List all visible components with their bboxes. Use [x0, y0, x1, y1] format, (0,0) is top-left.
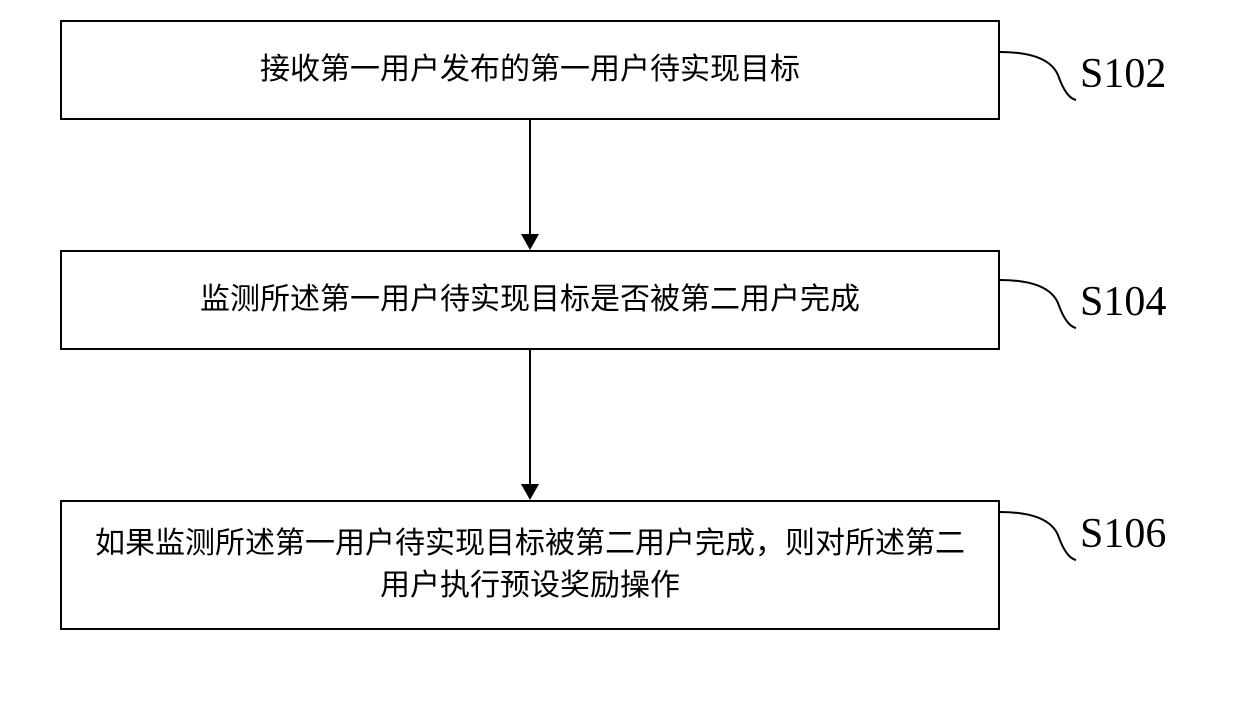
arrow-head-2	[521, 484, 539, 500]
flow-box-1-text: 接收第一用户发布的第一用户待实现目标	[260, 49, 800, 91]
flow-box-1: 接收第一用户发布的第一用户待实现目标	[60, 20, 1000, 120]
connector-line-1	[529, 120, 531, 235]
curve-connector-1	[998, 50, 1078, 105]
arrow-head-1	[521, 234, 539, 250]
flow-box-3-text: 如果监测所述第一用户待实现目标被第二用户完成，则对所述第二用户执行预设奖励操作	[82, 523, 978, 607]
flow-box-3: 如果监测所述第一用户待实现目标被第二用户完成，则对所述第二用户执行预设奖励操作	[60, 500, 1000, 630]
curve-connector-2	[998, 278, 1078, 333]
step-label-3: S106	[1080, 510, 1166, 558]
step-label-2: S104	[1080, 278, 1166, 326]
connector-line-2	[529, 350, 531, 485]
flow-box-2-text: 监测所述第一用户待实现目标是否被第二用户完成	[200, 279, 860, 321]
flow-box-2: 监测所述第一用户待实现目标是否被第二用户完成	[60, 250, 1000, 350]
step-label-1: S102	[1080, 50, 1166, 98]
curve-connector-3	[998, 510, 1078, 565]
